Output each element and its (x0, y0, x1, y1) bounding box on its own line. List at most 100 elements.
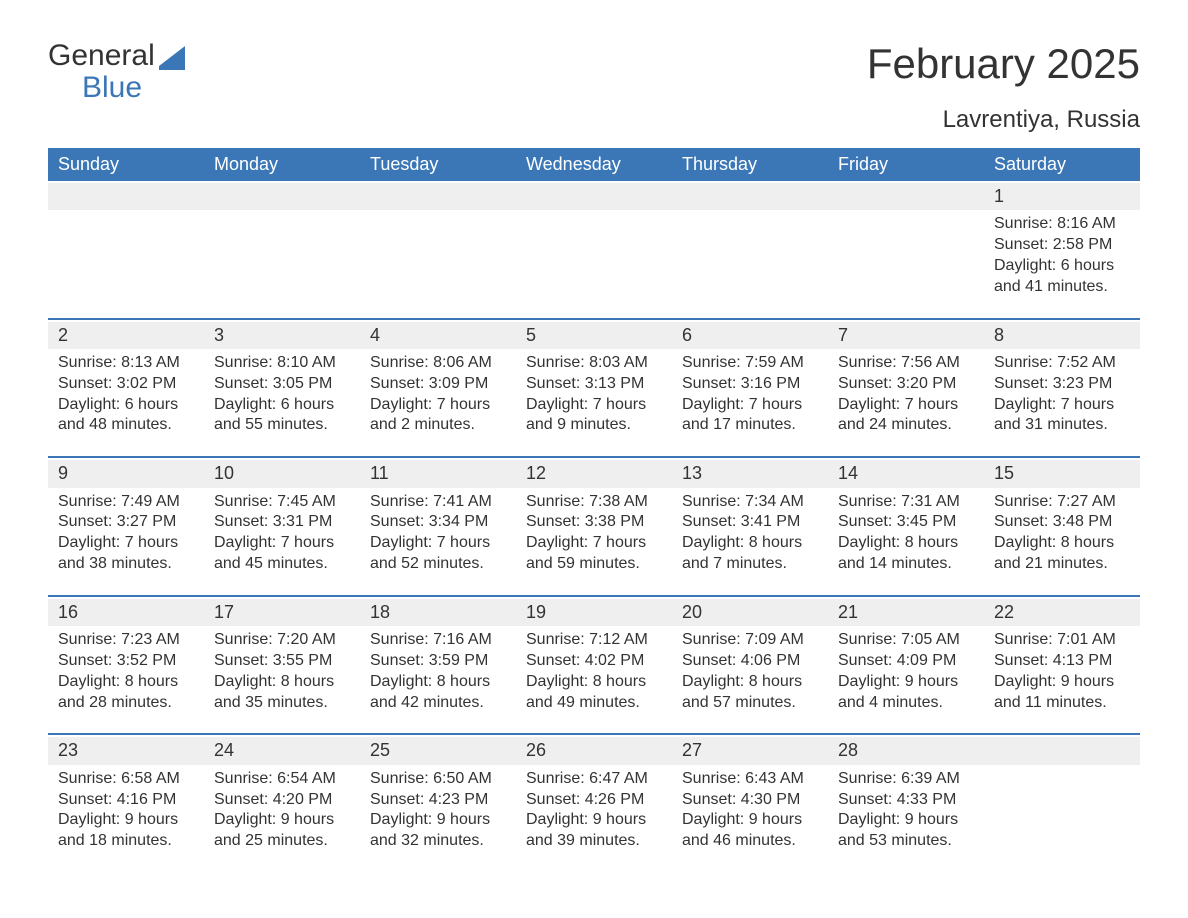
daylight-line: Daylight: 8 hours (682, 533, 818, 554)
sunrise-line: Sunrise: 7:52 AM (994, 353, 1130, 374)
sail-icon (159, 46, 185, 70)
daylight-line: Daylight: 8 hours (682, 672, 818, 693)
day-number: 5 (516, 325, 536, 345)
day-number-strip: 16 (48, 599, 204, 626)
sunset-line: Sunset: 3:13 PM (526, 374, 662, 395)
daylight-line: Daylight: 6 hours (994, 256, 1130, 277)
day-number: 25 (360, 740, 390, 760)
day-number-strip: 10 (204, 460, 360, 487)
weeks-container: 1Sunrise: 8:16 AMSunset: 2:58 PMDaylight… (48, 181, 1140, 872)
day-number: 11 (360, 463, 389, 483)
daylight-line: and 17 minutes. (682, 415, 818, 436)
sunset-line: Sunset: 4:09 PM (838, 651, 974, 672)
day-number-strip: 28 (828, 737, 984, 764)
sunrise-line: Sunrise: 6:50 AM (370, 769, 506, 790)
day-number: 7 (828, 325, 848, 345)
daylight-line: and 49 minutes. (526, 693, 662, 714)
sunset-line: Sunset: 3:20 PM (838, 374, 974, 395)
day-number: 10 (204, 463, 234, 483)
calendar-day-empty (48, 181, 204, 318)
daylight-line: and 41 minutes. (994, 277, 1130, 298)
daylight-line: and 39 minutes. (526, 831, 662, 852)
daylight-line: Daylight: 7 hours (58, 533, 194, 554)
sunset-line: Sunset: 4:13 PM (994, 651, 1130, 672)
sunset-line: Sunset: 4:06 PM (682, 651, 818, 672)
day-number: 17 (204, 602, 234, 622)
page-title: February 2025 (867, 40, 1140, 88)
calendar-day-empty (360, 181, 516, 318)
brand-logo: General Blue (48, 40, 185, 103)
calendar-week: 9Sunrise: 7:49 AMSunset: 3:27 PMDaylight… (48, 456, 1140, 595)
sunrise-line: Sunrise: 7:31 AM (838, 492, 974, 513)
day-number-strip: 8 (984, 322, 1140, 349)
day-number-strip (984, 737, 1140, 764)
daylight-line: and 14 minutes. (838, 554, 974, 575)
day-number: 21 (828, 602, 858, 622)
sunset-line: Sunset: 4:30 PM (682, 790, 818, 811)
day-number: 20 (672, 602, 702, 622)
weekday-label: Thursday (672, 148, 828, 181)
daylight-line: and 28 minutes. (58, 693, 194, 714)
sunrise-line: Sunrise: 7:38 AM (526, 492, 662, 513)
daylight-line: Daylight: 7 hours (838, 395, 974, 416)
daylight-line: Daylight: 9 hours (838, 810, 974, 831)
daylight-line: and 32 minutes. (370, 831, 506, 852)
day-number: 12 (516, 463, 546, 483)
daylight-line: Daylight: 9 hours (682, 810, 818, 831)
day-number-strip: 27 (672, 737, 828, 764)
day-number-strip: 11 (360, 460, 516, 487)
day-number: 24 (204, 740, 234, 760)
sunrise-line: Sunrise: 6:54 AM (214, 769, 350, 790)
sunset-line: Sunset: 3:48 PM (994, 512, 1130, 533)
sunset-line: Sunset: 3:38 PM (526, 512, 662, 533)
calendar-day: 25Sunrise: 6:50 AMSunset: 4:23 PMDayligh… (360, 735, 516, 872)
calendar-day-empty (828, 181, 984, 318)
day-number-strip: 25 (360, 737, 516, 764)
sunset-line: Sunset: 3:55 PM (214, 651, 350, 672)
sunset-line: Sunset: 3:41 PM (682, 512, 818, 533)
day-number: 13 (672, 463, 702, 483)
day-number-strip: 21 (828, 599, 984, 626)
day-number-strip: 6 (672, 322, 828, 349)
day-number (516, 186, 526, 206)
daylight-line: and 59 minutes. (526, 554, 662, 575)
day-number (984, 740, 994, 760)
weekday-header: Sunday Monday Tuesday Wednesday Thursday… (48, 148, 1140, 181)
day-number: 15 (984, 463, 1014, 483)
sunrise-line: Sunrise: 7:49 AM (58, 492, 194, 513)
day-number-strip: 14 (828, 460, 984, 487)
sunrise-line: Sunrise: 8:10 AM (214, 353, 350, 374)
calendar-day: 21Sunrise: 7:05 AMSunset: 4:09 PMDayligh… (828, 597, 984, 734)
location-label: Lavrentiya, Russia (867, 106, 1140, 134)
calendar-day: 18Sunrise: 7:16 AMSunset: 3:59 PMDayligh… (360, 597, 516, 734)
calendar-day: 27Sunrise: 6:43 AMSunset: 4:30 PMDayligh… (672, 735, 828, 872)
day-number: 23 (48, 740, 78, 760)
daylight-line: and 46 minutes. (682, 831, 818, 852)
daylight-line: Daylight: 9 hours (994, 672, 1130, 693)
daylight-line: and 24 minutes. (838, 415, 974, 436)
brand-word2: Blue (48, 71, 142, 104)
day-number (204, 186, 214, 206)
sunrise-line: Sunrise: 6:47 AM (526, 769, 662, 790)
day-number: 19 (516, 602, 546, 622)
calendar-week: 2Sunrise: 8:13 AMSunset: 3:02 PMDaylight… (48, 318, 1140, 457)
calendar-day: 2Sunrise: 8:13 AMSunset: 3:02 PMDaylight… (48, 320, 204, 457)
weekday-label: Friday (828, 148, 984, 181)
daylight-line: Daylight: 9 hours (370, 810, 506, 831)
weekday-label: Saturday (984, 148, 1140, 181)
daylight-line: Daylight: 8 hours (370, 672, 506, 693)
sunrise-line: Sunrise: 7:41 AM (370, 492, 506, 513)
calendar-day: 22Sunrise: 7:01 AMSunset: 4:13 PMDayligh… (984, 597, 1140, 734)
sunrise-line: Sunrise: 7:56 AM (838, 353, 974, 374)
daylight-line: and 45 minutes. (214, 554, 350, 575)
day-number: 8 (984, 325, 1004, 345)
daylight-line: and 31 minutes. (994, 415, 1130, 436)
weekday-label: Tuesday (360, 148, 516, 181)
sunrise-line: Sunrise: 7:16 AM (370, 630, 506, 651)
day-number (360, 186, 370, 206)
day-number: 1 (984, 186, 1004, 206)
daylight-line: and 52 minutes. (370, 554, 506, 575)
sunrise-line: Sunrise: 7:12 AM (526, 630, 662, 651)
daylight-line: and 4 minutes. (838, 693, 974, 714)
day-number-strip (204, 183, 360, 210)
